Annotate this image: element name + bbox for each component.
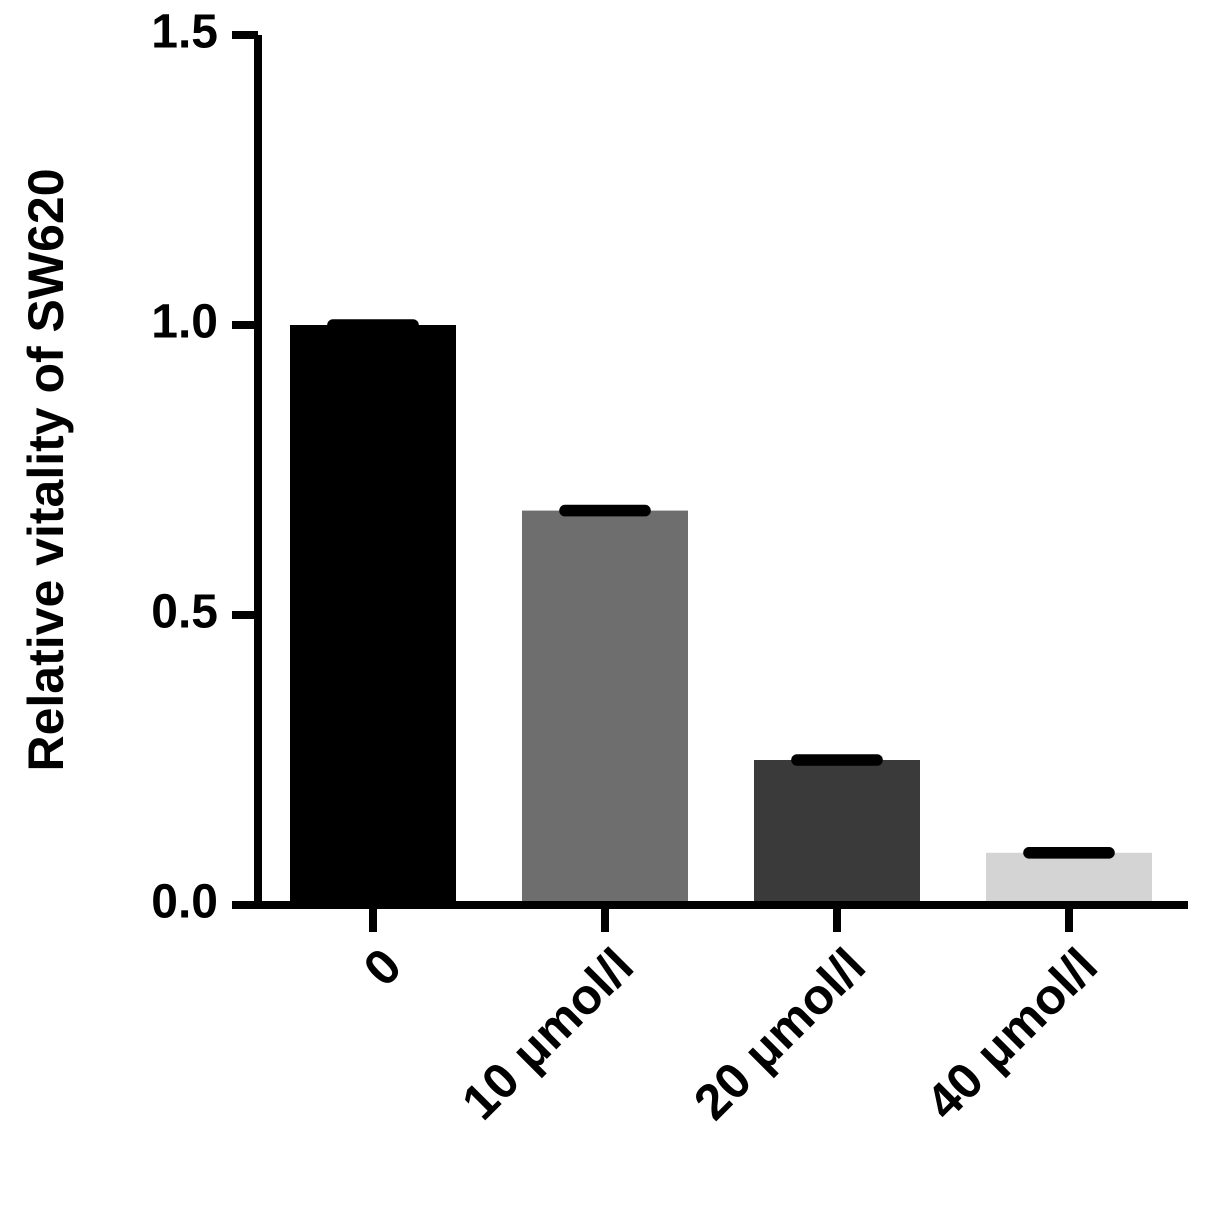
bar <box>754 760 920 905</box>
x-tick-label: 20 μmol/l <box>683 938 876 1131</box>
y-tick-label: 0.0 <box>151 876 218 929</box>
bar <box>290 325 456 905</box>
bar <box>986 852 1152 905</box>
y-tick-label: 1.0 <box>151 296 218 349</box>
bar <box>522 510 688 905</box>
x-tick-label: 0 <box>353 938 412 997</box>
y-tick-label: 0.5 <box>151 586 218 639</box>
y-tick-label: 1.5 <box>151 6 218 59</box>
x-tick-label: 10 μmol/l <box>451 938 644 1131</box>
y-axis-label: Relative vitality of SW620 <box>18 168 74 771</box>
x-tick-label: 40 μmol/l <box>915 938 1108 1131</box>
